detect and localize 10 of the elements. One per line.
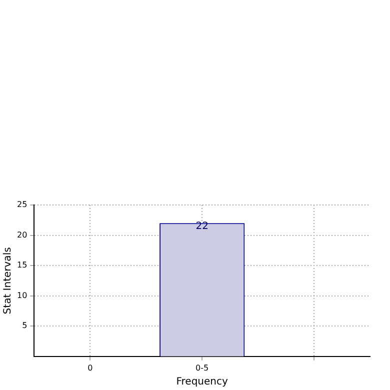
data-label: 22: [196, 220, 208, 232]
y-tick-label: 20: [16, 230, 28, 240]
y-tick-label: 15: [16, 260, 28, 270]
y-tick-label: 25: [16, 200, 28, 210]
y-tick-label: 10: [16, 290, 28, 300]
x-axis-title: Frequency: [176, 376, 228, 388]
x-tick-label: 0-5: [196, 363, 209, 372]
x-tick-label: 0: [88, 363, 93, 372]
y-tick-label: 5: [22, 321, 28, 330]
y-axis-title: Stat Intervals: [2, 247, 14, 314]
